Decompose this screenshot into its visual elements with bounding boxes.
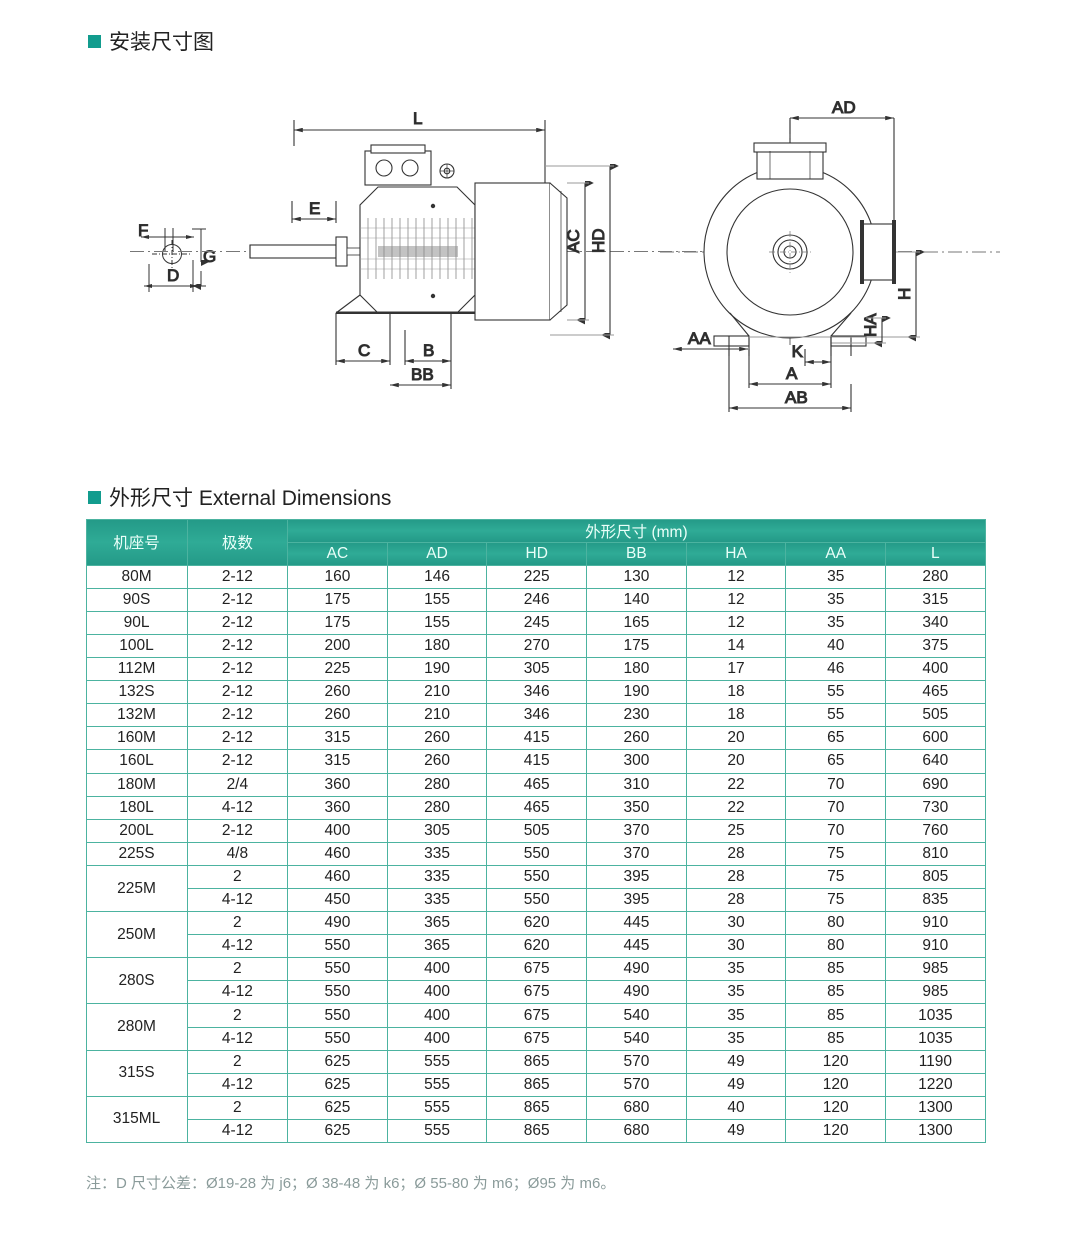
svg-text:K: K	[792, 342, 804, 361]
svg-text:HD: HD	[589, 228, 608, 253]
svg-text:AB: AB	[785, 388, 808, 407]
svg-text:B: B	[423, 341, 434, 360]
svg-text:G: G	[203, 247, 216, 266]
svg-text:BB: BB	[411, 365, 434, 384]
svg-text:AA: AA	[688, 329, 711, 348]
svg-text:L: L	[413, 109, 422, 128]
svg-text:HA: HA	[861, 313, 880, 337]
svg-text:A: A	[786, 364, 798, 383]
svg-text:H: H	[895, 288, 914, 300]
svg-text:AC: AC	[564, 229, 583, 253]
svg-text:E: E	[309, 199, 320, 218]
svg-text:AD: AD	[832, 98, 856, 117]
svg-text:C: C	[358, 341, 370, 360]
svg-text:D: D	[167, 266, 179, 285]
